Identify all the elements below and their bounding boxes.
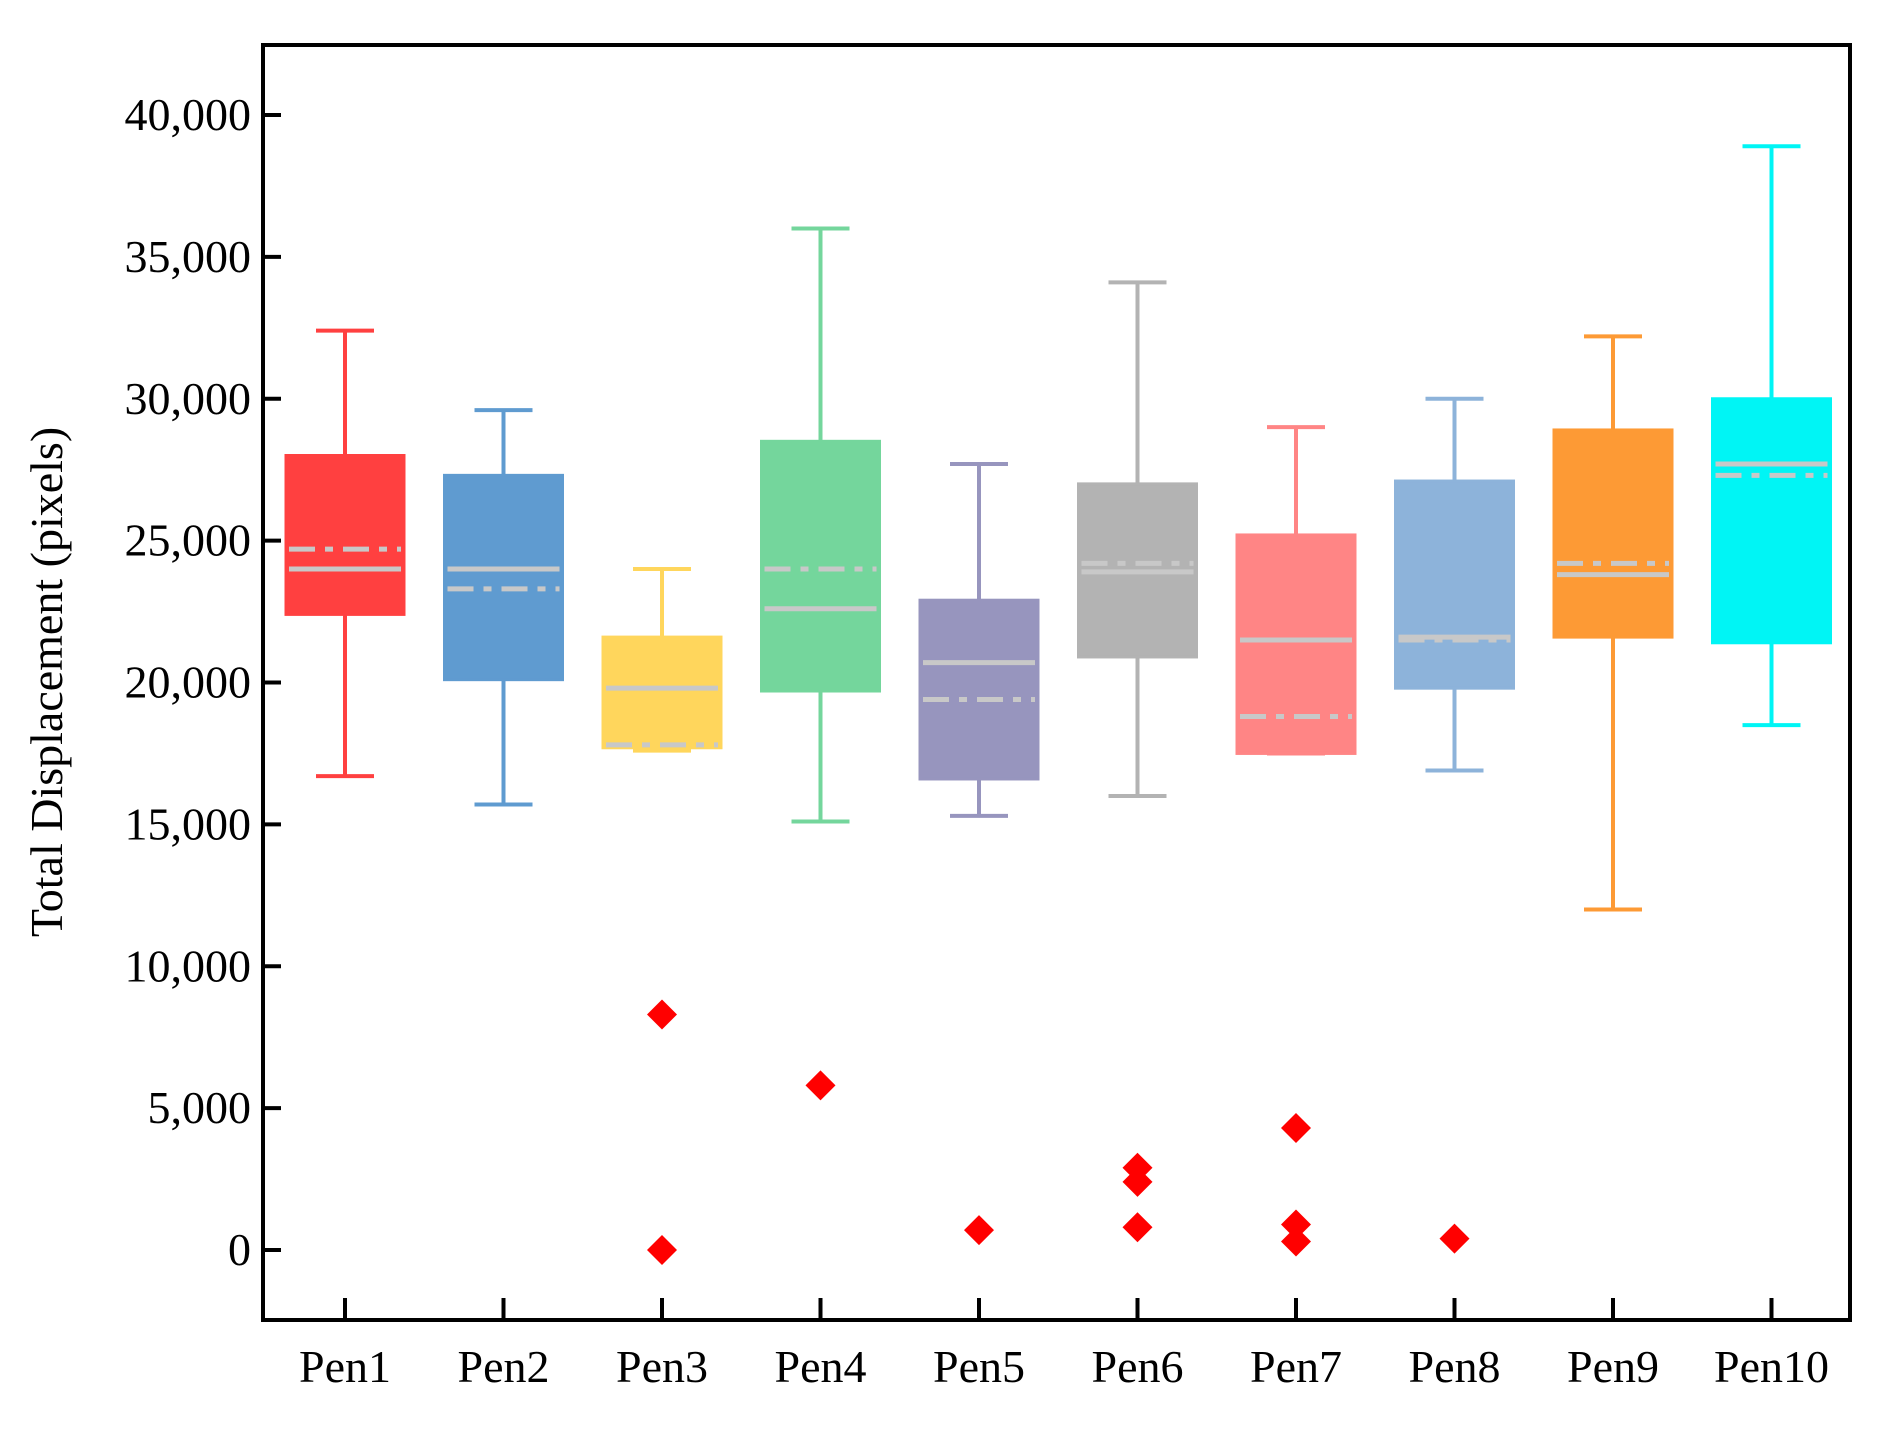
x-tick-label: Pen3 xyxy=(616,1341,708,1392)
y-tick-label: 0 xyxy=(228,1224,251,1275)
y-tick-label: 25,000 xyxy=(125,515,252,566)
box-pen4 xyxy=(760,226,881,824)
boxes-layer xyxy=(284,144,1832,912)
box-pen2 xyxy=(443,408,564,807)
outlier-point xyxy=(647,999,677,1030)
y-tick-label: 40,000 xyxy=(125,89,252,140)
outlier-point xyxy=(1281,1226,1311,1257)
iqr-box xyxy=(1235,533,1357,755)
outlier-point xyxy=(1281,1112,1311,1143)
outlier-point xyxy=(1281,1209,1311,1240)
x-tick-label: Pen8 xyxy=(1409,1341,1501,1392)
iqr-box xyxy=(1394,479,1515,690)
x-tick-label: Pen4 xyxy=(775,1341,867,1392)
iqr-box xyxy=(760,439,881,693)
iqr-box xyxy=(918,598,1040,781)
iqr-box xyxy=(601,635,723,750)
iqr-box xyxy=(1711,397,1832,645)
x-tick-label: Pen5 xyxy=(933,1341,1025,1392)
outlier-point xyxy=(1122,1212,1153,1243)
box-pen3 xyxy=(601,567,723,753)
outlier-point xyxy=(647,1235,677,1265)
iqr-box xyxy=(443,473,564,682)
y-tick-label: 20,000 xyxy=(125,657,252,708)
y-tick-label: 35,000 xyxy=(125,231,252,282)
box-pen1 xyxy=(284,328,406,779)
box-pen9 xyxy=(1552,334,1674,912)
x-axis: Pen1 Pen2 Pen3 Pen4 Pen5 Pen6 Pen7 Pen8 Pen9 Pen1… xyxy=(299,1298,1829,1392)
y-axis: 0 5,000 10,000 15,000 20,000 25,000 30,000 35,0… xyxy=(125,89,281,1275)
outliers-layer xyxy=(647,999,1470,1265)
box-pen10 xyxy=(1711,144,1832,728)
y-tick-label: 5,000 xyxy=(148,1082,252,1133)
iqr-box xyxy=(284,454,406,616)
y-tick-label: 30,000 xyxy=(125,373,252,424)
outlier-point xyxy=(964,1215,994,1246)
box-pen8 xyxy=(1394,396,1515,773)
x-tick-label: Pen6 xyxy=(1092,1341,1184,1392)
x-tick-label: Pen9 xyxy=(1567,1341,1659,1392)
y-tick-label: 15,000 xyxy=(125,798,252,849)
x-tick-label: Pen2 xyxy=(458,1341,550,1392)
x-tick-label: Pen1 xyxy=(299,1341,391,1392)
box-pen5 xyxy=(918,462,1040,818)
y-axis-title: Total Displacement (pixels) xyxy=(21,427,72,937)
outlier-point xyxy=(1439,1223,1470,1254)
x-tick-label: Pen7 xyxy=(1250,1341,1342,1392)
x-tick-label: Pen10 xyxy=(1714,1341,1829,1392)
outlier-point xyxy=(805,1070,836,1101)
box-pen6 xyxy=(1077,280,1198,798)
outlier-point xyxy=(1122,1166,1153,1197)
box-pen7 xyxy=(1235,425,1357,756)
iqr-box xyxy=(1552,428,1674,639)
y-tick-label: 10,000 xyxy=(125,940,252,991)
